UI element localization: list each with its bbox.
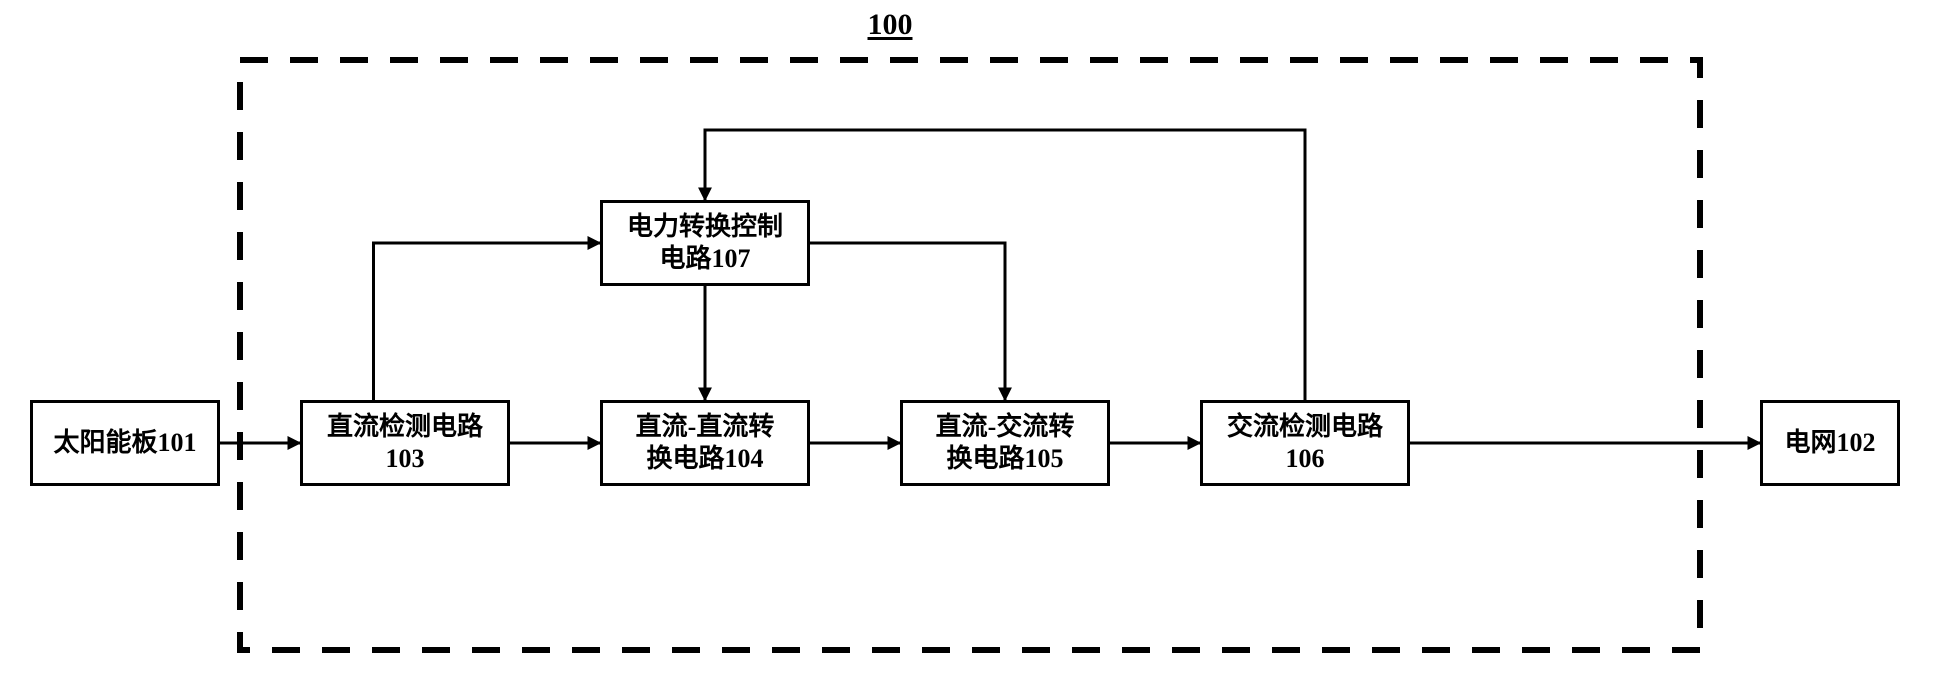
system-label: 100 bbox=[850, 8, 930, 42]
node-control-107: 电力转换控制电路107 bbox=[600, 200, 810, 286]
node-grid-102: 电网102 bbox=[1760, 400, 1900, 486]
node-dc-ac-105: 直流-交流转换电路105 bbox=[900, 400, 1110, 486]
node-dc-detect-103: 直流检测电路103 bbox=[300, 400, 510, 486]
node-dc-dc-104: 直流-直流转换电路104 bbox=[600, 400, 810, 486]
node-ac-detect-106: 交流检测电路106 bbox=[1200, 400, 1410, 486]
node-solar-panel-101: 太阳能板101 bbox=[30, 400, 220, 486]
diagram-canvas: 100 太阳能板101 直流检测电路103 直流-直流转换电路104 直流-交流… bbox=[0, 0, 1933, 695]
system-boundary bbox=[240, 60, 1700, 650]
